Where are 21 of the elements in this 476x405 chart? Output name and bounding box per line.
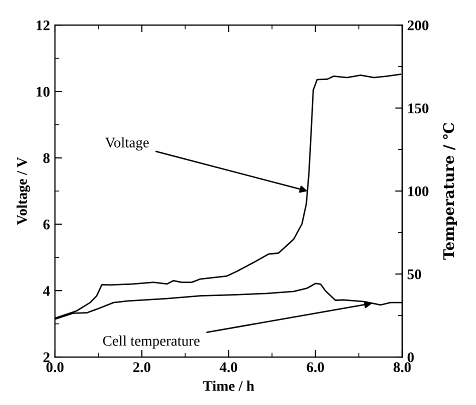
y-tick-label: 6 <box>43 220 50 230</box>
y-tick-label: 8 <box>43 153 50 164</box>
y2-tick-label: 50 <box>408 269 422 280</box>
x-tick-label: 0.0 <box>46 362 64 372</box>
y-tick-label: 4 <box>43 286 50 296</box>
x-tick-label: 6.0 <box>306 362 324 372</box>
y-tick-label: 2 <box>43 352 50 362</box>
y-axis-title: Voltage / V <box>16 157 30 225</box>
x-tick-label: 4.0 <box>220 362 238 372</box>
annotation: Voltage <box>105 137 149 150</box>
y2-tick-label: 0 <box>408 352 414 362</box>
y2-tick-label: 150 <box>408 103 428 114</box>
y2-tick-label: 200 <box>408 20 428 30</box>
y-tick-label: 10 <box>36 86 50 97</box>
y-tick-label: 12 <box>36 20 50 30</box>
x-axis-title: Time / h <box>203 380 254 391</box>
x-tick-label: 2.0 <box>133 362 150 372</box>
annotation: Cell temperature <box>103 336 200 349</box>
y2-axis-title: Temperature / ℃ <box>443 122 457 260</box>
x-tick-label: 8.0 <box>394 362 411 372</box>
y2-tick-label: 100 <box>408 186 428 196</box>
